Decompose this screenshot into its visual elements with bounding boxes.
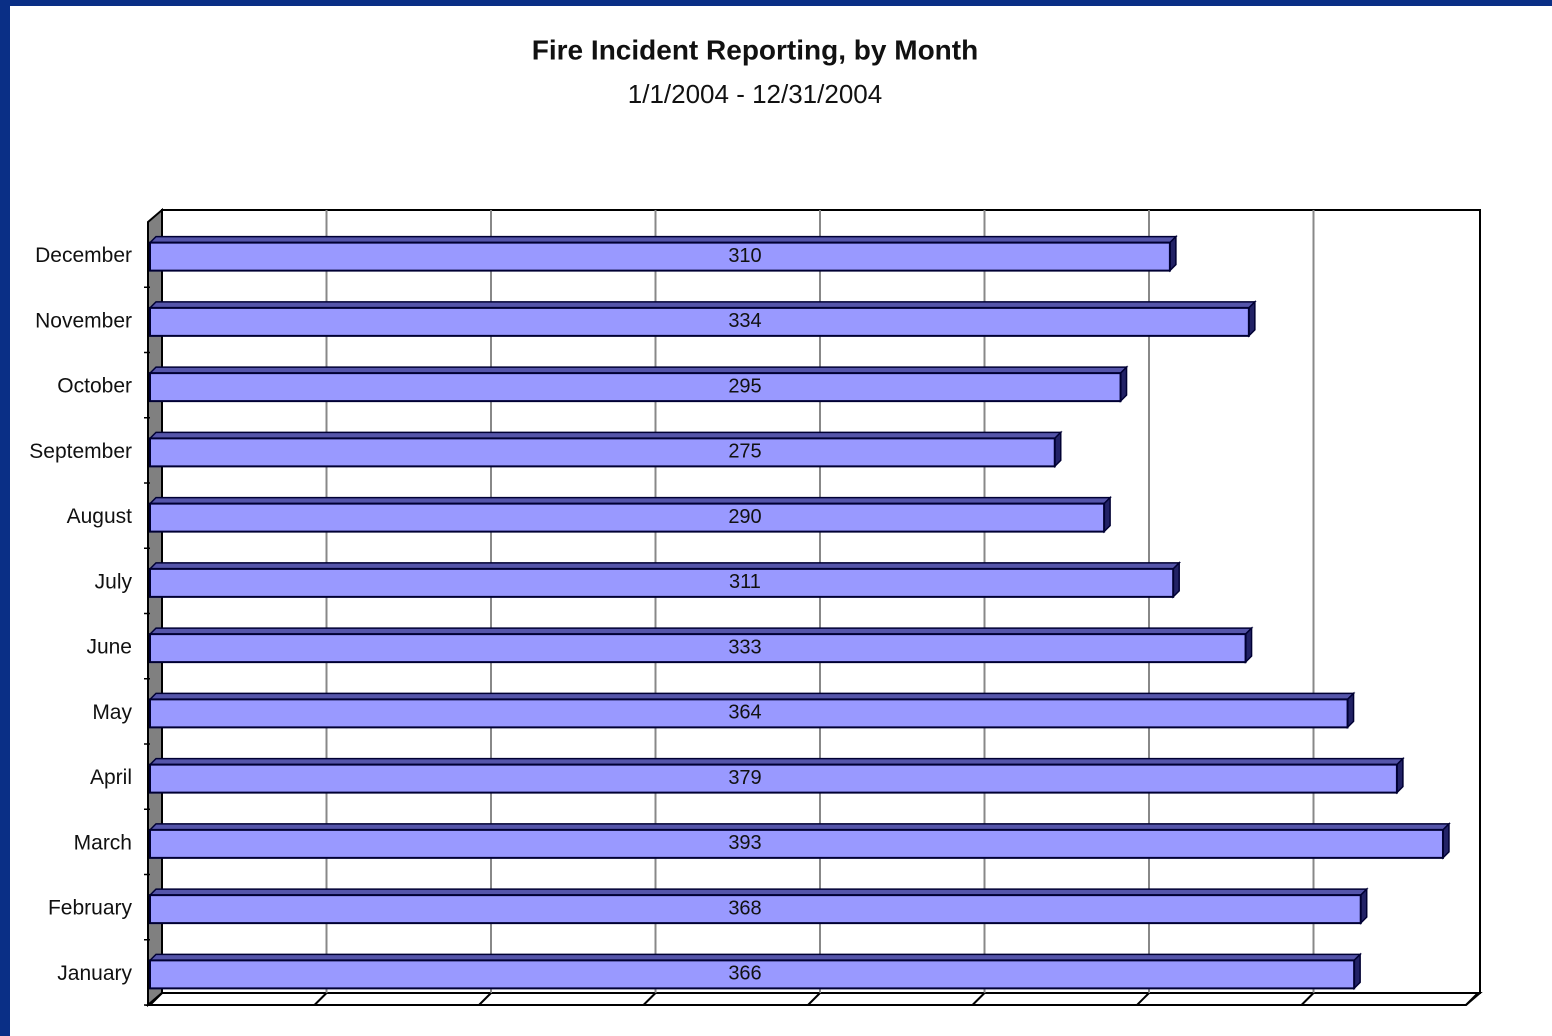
x-tick (149, 992, 163, 1006)
y-tick-label: May (92, 701, 132, 724)
value-label: 393 (728, 832, 761, 854)
y-tick-label: November (35, 309, 132, 332)
value-label: 295 (728, 375, 761, 397)
y-tick-label: October (57, 375, 132, 398)
value-label: 310 (728, 245, 761, 267)
chart-subtitle: 1/1/2004 - 12/31/2004 (628, 79, 882, 109)
bar (149, 306, 1250, 337)
chart-title: Fire Incident Reporting, by Month (532, 34, 978, 65)
bar (149, 828, 1444, 859)
value-label: 379 (728, 767, 761, 789)
value-label: 311 (729, 571, 761, 593)
bar (149, 894, 1362, 925)
y-tick-label: August (67, 505, 133, 528)
y-tick-label: January (57, 962, 132, 985)
bar (149, 372, 1122, 403)
x-tick (971, 992, 986, 1006)
bar (149, 959, 1356, 990)
value-label: 290 (728, 506, 761, 528)
value-label: 368 (728, 897, 761, 919)
bar (149, 502, 1106, 533)
y-tick-label: April (90, 766, 132, 789)
y-tick-label: March (74, 831, 132, 854)
y-tick-label: July (95, 570, 133, 593)
y-tick-label: December (35, 244, 132, 267)
bar (149, 567, 1175, 598)
y-tick-label: September (29, 440, 132, 463)
value-label: 333 (728, 636, 761, 658)
x-tick (478, 992, 492, 1006)
bar (149, 633, 1247, 664)
y-tick-label: February (48, 897, 133, 920)
value-label: 334 (728, 310, 761, 332)
x-tick (1300, 992, 1315, 1006)
bar (149, 437, 1056, 468)
value-label: 364 (728, 702, 761, 724)
value-label: 366 (728, 963, 761, 985)
value-label: 275 (728, 441, 761, 463)
x-tick (807, 992, 821, 1006)
y-tick-label: June (86, 636, 132, 659)
bar (149, 241, 1171, 272)
x-tick (313, 992, 328, 1006)
x-tick (1465, 992, 1479, 1006)
x-tick (1136, 992, 1150, 1006)
bar (149, 763, 1398, 794)
bar (149, 698, 1349, 729)
x-tick (642, 992, 657, 1006)
